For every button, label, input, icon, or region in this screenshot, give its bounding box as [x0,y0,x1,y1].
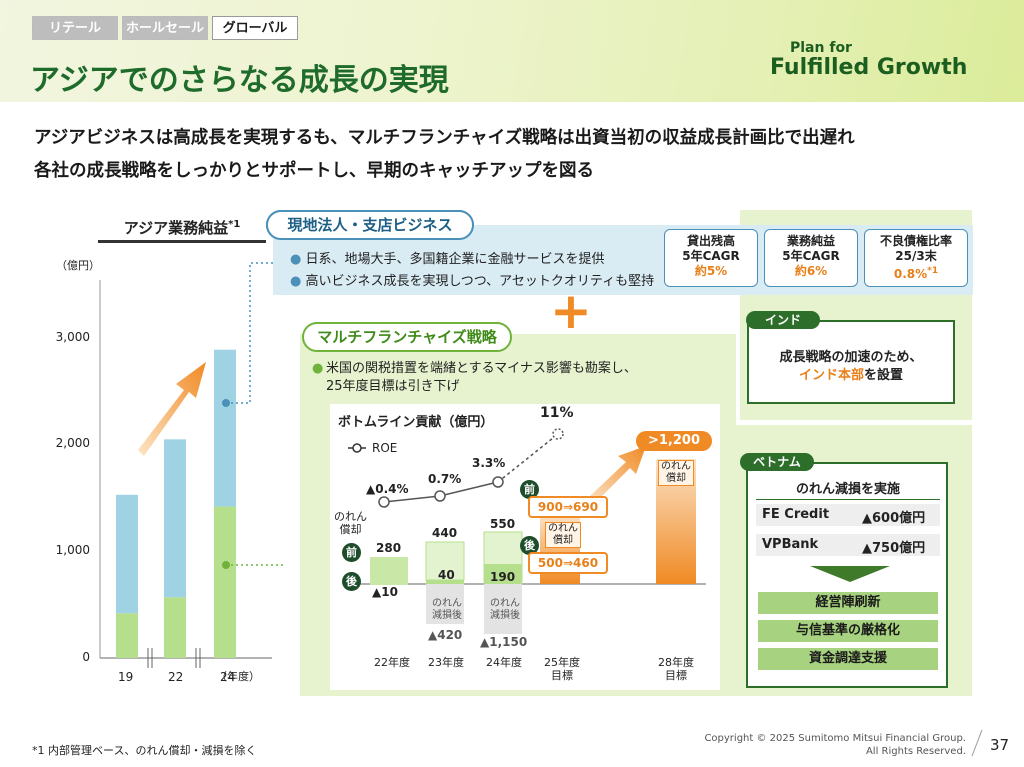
val-after-22: ▲10 [372,585,398,599]
x-label-23: 23年度 [428,656,464,669]
row-name: VPBank [762,537,819,552]
x-tick: 19 [118,670,134,684]
x-tick: 24 [220,670,236,684]
val-before-23: 440 [432,526,458,540]
chart-title: ボトムライン貢献（億円） [338,415,494,430]
x-label-24: 24年度 [486,656,522,669]
local-bullet-2b: ● 高いビジネス成長を実現しつつ、アセットクオリティも堅持 [290,274,655,289]
bar-24-0 [214,506,236,658]
plus-sign: + [550,282,592,340]
roe-label: 3.3% [472,456,506,470]
vietnam-header: のれん減損を実施 [795,482,900,497]
x-axis-label: （年度） [216,670,260,683]
bar-19-1 [116,494,138,614]
tab-retail[interactable]: リテール [32,16,118,40]
val-before-22: 280 [376,541,402,555]
multi-title: マルチフランチャイズ戦略 [302,322,512,352]
bar-22-0 [164,597,186,658]
bar-22-1 [164,439,186,598]
slash-divider [971,729,983,757]
row-value: ▲600億円 [862,511,926,526]
bar-24-1 [214,349,236,507]
kpi-profit: 業務純益 5年CAGR 約6% [764,229,858,287]
x-label-28: 28年度 目標 [658,656,694,682]
down-arrow-icon [810,566,890,582]
left-chart-title: アジア業務純益*1 [98,217,266,243]
x-label-22: 22年度 [374,656,410,669]
y-tick: 0 [82,650,90,664]
x-tick: 22 [168,670,184,684]
fy28-noren: のれん 償却 [658,460,694,486]
local-title-badge: 現地法人・支店ビジネス [266,210,474,240]
fy25-after: 500⇒460 [528,552,608,574]
roe-legend: ROE [372,441,398,455]
row-value: ▲750億円 [862,541,926,556]
left-chart-unit: （億円） [56,259,100,272]
multi-bullet: ● 米国の関税措置を端緒とするマイナス影響も勘案し、 25年度目標は引き下げ [312,361,637,394]
fy25-before: 900⇒690 [528,496,608,518]
fy28-value: >1,200 [636,431,712,451]
val-after-23: 40 [438,568,455,582]
india-tag: インド [746,311,820,329]
roe-label: 0.7% [428,472,462,486]
impair-label-24: のれん 減損後 [490,598,520,621]
row-name: FE Credit [762,507,830,522]
india-text1: 成長戦略の加速のため、 [779,350,923,365]
logo-line2: Fulfilled Growth [770,55,968,80]
action-item: 経営陣刷新 [758,592,938,614]
vietnam-tag: ベトナム [740,453,814,471]
footnote: *1 内部管理ベース、のれん償却・減損を除く [32,744,257,757]
divider [756,499,940,500]
x-label-25: 25年度 目標 [544,656,580,682]
table-row [756,504,940,526]
roe-label: 11% [540,405,574,421]
noren-side-label: のれん 償却 [334,510,367,536]
y-tick: 2,000 [55,436,90,450]
india-box [747,320,955,404]
before-marker: 前 [342,543,361,562]
table-row [756,534,940,556]
y-tick: 1,000 [55,543,90,557]
impair-val-24: ▲1,150 [480,635,528,649]
action-item: 資金調達支援 [758,648,938,670]
tab-wholesale[interactable]: ホールセール [122,16,208,40]
val-before-24: 550 [490,517,516,531]
kpi-loans: 貸出残高 5年CAGR 約5% [664,229,758,287]
kpi-npl: 不良債権比率 25/3末 0.8%*1 [864,229,968,287]
india-text2: インド本部を設置 [798,368,904,383]
impair-val-23: ▲420 [428,628,463,642]
growth-arrow [138,362,206,456]
bar-19-0 [116,613,138,658]
page-number: 37 [990,736,1010,754]
left-chart-svg [99,280,272,668]
lead-line-2: 各社の成長戦略をしっかりとサポートし、早期のキャッチアップを図る [34,161,594,181]
connectors [222,262,286,569]
val-after-24: 190 [490,570,516,584]
fy25-after-marker: 後 [520,536,539,555]
fy25-before-marker: 前 [520,480,539,499]
fy25-noren: のれん 償却 [545,522,581,548]
lead-line-1: アジアビジネスは高成長を実現するも、マルチフランチャイズ戦略は出資当初の収益成長… [34,128,855,148]
after-marker: 後 [342,572,361,591]
page-title: アジアでのさらなる成長の実現 [30,63,449,98]
impair-label-23: のれん 減損後 [432,598,462,621]
action-item: 与信基準の厳格化 [758,620,938,642]
copyright: Copyright © 2025 Sumitomo Mitsui Financi… [704,733,966,757]
tab-global[interactable]: グローバル [212,16,298,40]
y-tick: 3,000 [55,330,90,344]
logo-line1: Plan for [790,40,852,56]
roe-label: ▲0.4% [366,482,409,496]
local-bullet-1b: ● 日系、地場大手、多国籍企業に金融サービスを提供 [290,252,605,267]
